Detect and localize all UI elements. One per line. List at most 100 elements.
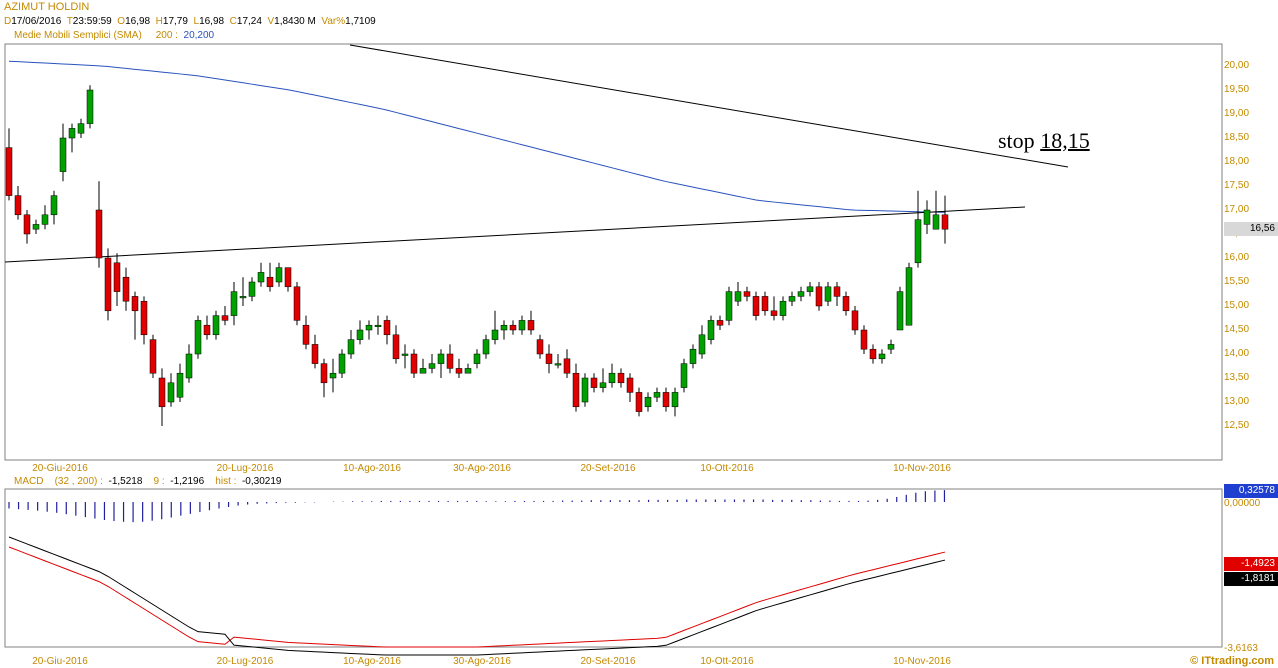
candle-body [158, 377, 166, 408]
candle-body [869, 348, 877, 360]
candle-body [203, 324, 211, 336]
macd-legend: MACD (32 , 200) : -1,5218 9 : -1,2196 hi… [14, 476, 281, 487]
candle-body [50, 195, 58, 216]
candle-body [329, 372, 337, 379]
candle-body [95, 209, 103, 259]
ohlc-key-high: H [155, 16, 163, 27]
date-tick-label: 20-Giu-2016 [32, 656, 88, 667]
macd-params: (32 , 200) : [54, 476, 103, 487]
candle-body [482, 339, 490, 355]
candle-body [644, 396, 652, 408]
last-price-badge: 16,56 [1224, 222, 1278, 236]
candle-body [113, 262, 121, 292]
stop-annotation: stop 18,15 [998, 128, 1090, 154]
candle-body [167, 382, 175, 403]
candle-body [23, 214, 31, 235]
candle-body [14, 195, 22, 216]
macd-signal-badge: -1,4923 [1224, 557, 1278, 571]
candle-body [779, 300, 787, 316]
candle-body [707, 320, 715, 340]
price-pane-frame [4, 43, 1223, 461]
date-tick-label: 10-Nov-2016 [893, 656, 951, 667]
candle-body [68, 128, 76, 139]
ohlc-value-close: 17,24 [236, 16, 262, 27]
date-tick-label: 10-Ago-2016 [343, 656, 401, 667]
candle-body [518, 320, 526, 331]
candle-body [302, 324, 310, 345]
stop-value: 18,15 [1040, 128, 1090, 153]
candle-body [842, 296, 850, 312]
price-tick-label: 20,00 [1224, 60, 1250, 71]
macd-line-badge: -1,8181 [1224, 572, 1278, 586]
ohlc-readout: D17/06/2016 T23:59:59 O16,98 H17,79 L16,… [4, 16, 376, 27]
candle-body [86, 89, 94, 124]
candle-body [275, 267, 283, 283]
candle-body [914, 219, 922, 264]
macd-value: -1,5218 [108, 476, 143, 487]
candle-body [212, 315, 220, 336]
stop-prefix: stop [998, 128, 1035, 153]
sma-label: Medie Mobili Semplici (SMA) [14, 30, 142, 41]
candle-body [923, 209, 931, 225]
macd-hist-label: hist : [215, 476, 237, 487]
candle-body [662, 392, 670, 408]
candle-body [221, 315, 229, 321]
date-tick-label: 20-Set-2016 [580, 463, 636, 474]
candle-body [176, 372, 184, 398]
candle-body [626, 377, 634, 393]
macd-zero-label: 0,00000 [1224, 498, 1261, 509]
date-tick-label: 20-Giu-2016 [32, 463, 88, 474]
candle-body [680, 363, 688, 388]
candle-body [428, 363, 436, 369]
ohlc-value-volume: 1,8430 M [274, 16, 316, 27]
candle-body [797, 291, 805, 297]
price-tick-label: 15,00 [1224, 300, 1250, 311]
macd-label: MACD [14, 476, 44, 487]
candle-body [311, 344, 319, 364]
sma-period: 200 : [155, 30, 178, 41]
candle-body [284, 267, 292, 288]
candle-body [347, 339, 355, 355]
price-tick-label: 18,00 [1224, 156, 1250, 167]
candle-body [491, 329, 499, 340]
candle-body [860, 329, 868, 350]
support-trendline [4, 206, 1026, 263]
ohlc-key-date: D [4, 16, 12, 27]
candle-body [563, 358, 571, 374]
chart-title: AZIMUT HOLDIN [4, 1, 90, 13]
candle-body [32, 224, 40, 230]
candle-body [419, 368, 427, 374]
candle-body [815, 286, 823, 307]
ohlc-key-close: C [229, 16, 237, 27]
price-tick-label: 14,00 [1224, 348, 1250, 359]
candle-body [320, 363, 328, 384]
macd-hist-badge: 0,32578 [1224, 484, 1278, 498]
sma-value: 20,200 [183, 30, 215, 41]
candle-body [581, 377, 589, 403]
price-tick-label: 17,00 [1224, 204, 1250, 215]
candle-body [104, 257, 112, 312]
ohlc-value-time: 23:59:59 [72, 16, 112, 27]
ohlc-key-low: L [193, 16, 200, 27]
macd-hist-value: -0,30219 [241, 476, 282, 487]
candle-body [392, 334, 400, 360]
ohlc-key-open: O [117, 16, 126, 27]
candle-body [635, 392, 643, 412]
candle-body [248, 281, 256, 297]
candle-body [824, 286, 832, 302]
candle-body [437, 353, 445, 364]
macd-bottom-label: -3,6163 [1224, 643, 1258, 654]
candle-body [365, 324, 373, 331]
ohlc-value-low: 16,98 [199, 16, 225, 27]
candle-body [383, 320, 391, 336]
candle-body [536, 339, 544, 355]
candle-body [338, 353, 346, 374]
candle-body [185, 353, 193, 379]
candle-body [446, 353, 454, 369]
candle-body [356, 329, 364, 340]
candle-body [374, 324, 382, 327]
date-tick-label: 20-Lug-2016 [216, 656, 274, 667]
candle-body [293, 286, 301, 321]
candle-body [653, 392, 661, 398]
candle-body [698, 334, 706, 355]
